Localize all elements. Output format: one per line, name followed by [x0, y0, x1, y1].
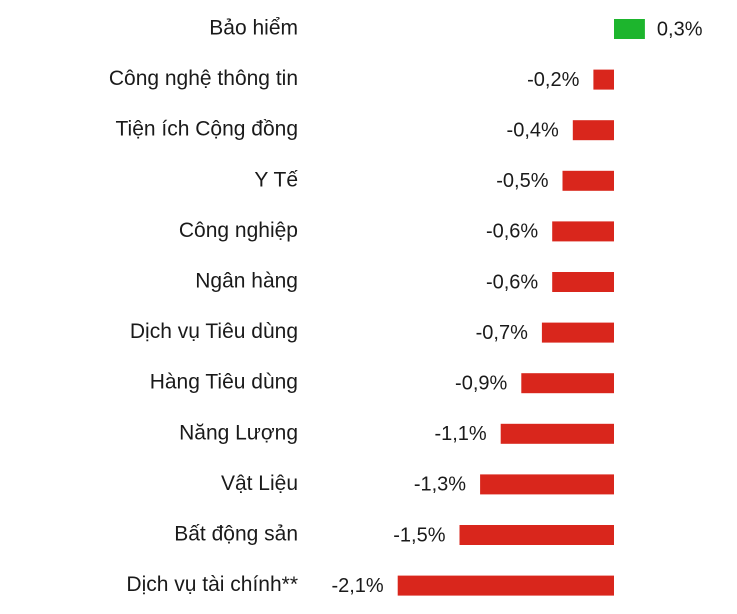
value-label: -0,6%	[486, 221, 538, 243]
bar	[593, 69, 614, 90]
value-label: 0,3%	[657, 18, 703, 40]
category-labels: Bảo hiểm Công nghệ thông tin Tiện ích Cộng…	[109, 17, 298, 597]
category-label: Tiện ích Cộng đồng	[115, 118, 298, 141]
value-label: -0,7%	[476, 322, 528, 344]
bar	[459, 525, 614, 545]
bar	[614, 19, 645, 39]
value-label: -0,9%	[455, 372, 507, 394]
value-label: -1,3%	[414, 474, 466, 496]
bar	[480, 474, 614, 495]
bar	[541, 322, 614, 343]
bars	[397, 19, 645, 596]
category-label: Dịch vụ tài chính**	[126, 573, 298, 596]
category-label: Bất động sản	[174, 523, 298, 546]
value-label: -0,4%	[507, 119, 559, 141]
value-label: -0,2%	[527, 69, 579, 91]
value-labels: 0,3% -0,2% -0,4% -0,5% -0,6% -0,6% -0,7% -0,9% -…	[331, 18, 702, 597]
category-label: Năng Lượng	[179, 421, 298, 444]
category-label: Công nghiệp	[179, 219, 298, 242]
category-label: Công nghệ thông tin	[109, 67, 298, 90]
value-label: -0,5%	[496, 170, 548, 192]
value-label: -2,1%	[331, 575, 383, 597]
bar	[552, 221, 614, 242]
bar	[552, 272, 614, 292]
value-label: -1,1%	[434, 423, 486, 445]
category-label: Bảo hiểm	[209, 17, 298, 40]
bar	[562, 170, 614, 191]
category-label: Hàng Tiêu dùng	[150, 371, 298, 394]
bar	[572, 120, 614, 141]
category-label: Vật Liệu	[221, 472, 298, 495]
bar	[397, 575, 614, 596]
value-label: -0,6%	[486, 271, 538, 293]
bar	[521, 373, 614, 394]
value-label: -1,5%	[393, 524, 445, 546]
category-label: Ngân hàng	[195, 270, 298, 293]
category-label: Y Tế	[254, 168, 298, 191]
category-label: Dịch vụ Tiêu dùng	[130, 320, 298, 343]
bar	[500, 423, 614, 444]
